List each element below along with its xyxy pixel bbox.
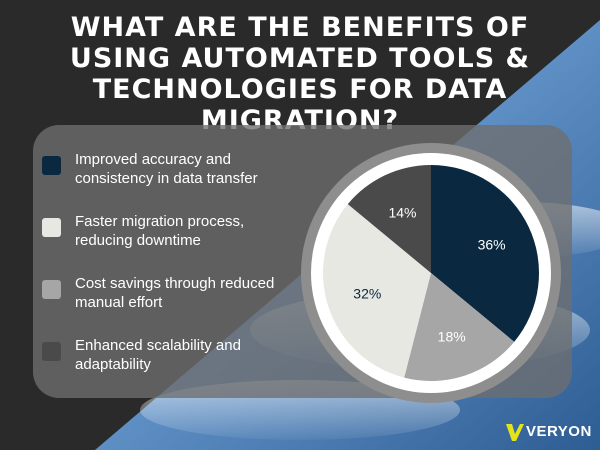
pie-labels: 36% 18% 32% 14% [353,204,505,344]
legend-swatch [42,156,61,175]
logo-text: VERYON [526,423,592,440]
pie-slice-label: 14% [388,204,416,220]
pie-slice-label: 36% [478,236,506,252]
pie-slice-label: 32% [353,286,381,302]
pie-slice [322,204,431,378]
legend-label: Improved accuracy and consistency in dat… [75,151,258,187]
pie-slice [404,273,515,381]
legend-swatch [42,342,61,361]
legend-swatch [42,280,61,299]
logo-mark-icon [506,424,524,441]
legend-label: Cost savings through reduced manual effo… [75,275,275,311]
pie-slice [347,165,431,273]
legend-swatch [42,218,61,237]
page-title: WHAT ARE THE BENEFITS OF USING AUTOMATED… [69,12,531,136]
legend-label: Enhanced scalability and adaptability [75,337,241,373]
pie-slice-label: 18% [438,329,466,345]
pie-slice [431,165,539,342]
pie-slices [322,165,539,381]
legend-label: Faster migration process, reducing downt… [75,213,245,249]
pie-chart: 36% 18% 32% 14% [301,143,561,403]
